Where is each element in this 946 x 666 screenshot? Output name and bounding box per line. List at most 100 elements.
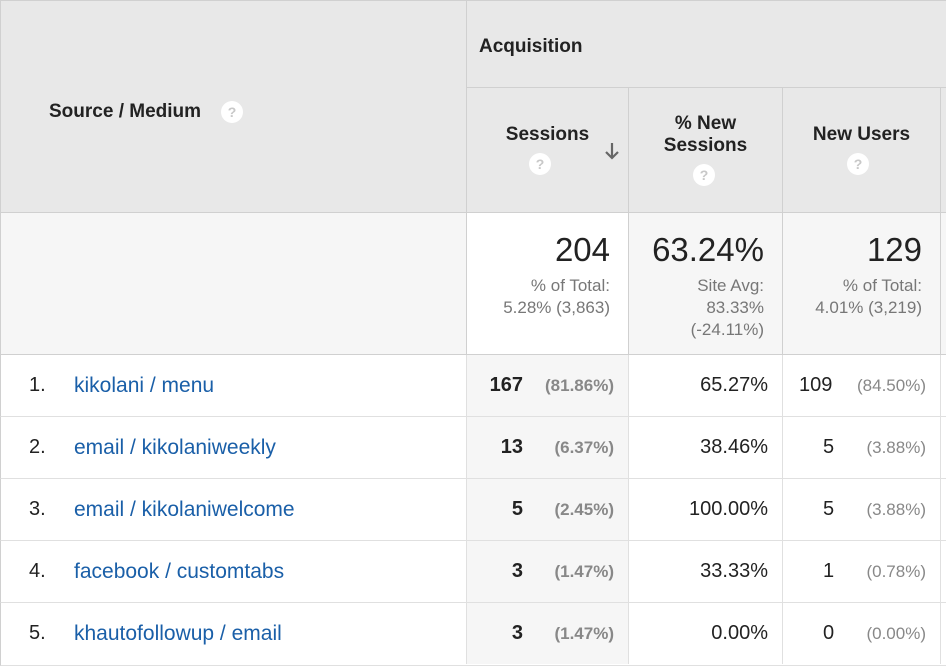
new-sessions-value: 38.46% (700, 436, 768, 458)
row-index: 3. (29, 498, 46, 520)
sessions-value: 3 (511, 622, 523, 644)
help-icon[interactable]: ? (221, 101, 243, 123)
new-users-percent: (84.50%) (857, 376, 926, 395)
new-users-value: 1 (823, 560, 835, 582)
sessions-value: 3 (511, 560, 523, 582)
sessions-percent: (6.37%) (554, 438, 614, 457)
sessions-percent: (1.47%) (554, 562, 614, 581)
row-overflow (941, 479, 946, 540)
sessions-percent: (1.47%) (554, 624, 614, 643)
new-sessions-value: 0.00% (711, 622, 768, 644)
new-users-value: 5 (823, 498, 835, 520)
new-users-cell: 109 (84.50%) (783, 355, 941, 416)
totals-new-users-sub: % of Total: 4.01% (3,219) (815, 275, 922, 319)
source-link[interactable]: kikolani / menu (74, 374, 215, 397)
source-cell: 5. khautofollowup / email (1, 603, 467, 664)
header-new-users[interactable]: New Users ? (783, 88, 941, 213)
source-link[interactable]: khautofollowup / email (74, 622, 282, 645)
new-sessions-label-line2: Sessions (663, 135, 748, 156)
row-index: 4. (29, 560, 46, 582)
sessions-percent: (2.45%) (554, 500, 614, 519)
new-sessions-cell: 0.00% (629, 603, 783, 664)
sessions-cell: 167 (81.86%) (467, 355, 629, 416)
row-index: 2. (29, 436, 46, 458)
totals-new-sessions-line3: (-24.11%) (690, 320, 764, 339)
row-overflow (941, 355, 946, 416)
new-sessions-cell: 100.00% (629, 479, 783, 540)
source-link[interactable]: email / kikolaniwelcome (74, 498, 295, 521)
totals-sessions-value: 204 (554, 231, 610, 268)
totals-new-sessions-line2: 83.33% (706, 298, 764, 317)
table-row: 2. email / kikolaniweekly 13 (6.37%) 38.… (0, 417, 946, 479)
totals-new-users-line2: 4.01% (3,219) (815, 298, 922, 317)
new-sessions-cell: 38.46% (629, 417, 783, 478)
table-row: 1. kikolani / menu 167 (81.86%) 65.27% 1… (0, 355, 946, 417)
row-overflow (941, 603, 946, 664)
row-index: 5. (29, 622, 46, 644)
source-medium-label: Source / Medium (49, 101, 202, 122)
new-users-percent: (0.00%) (866, 624, 926, 643)
source-cell: 2. email / kikolaniweekly (1, 417, 467, 478)
sessions-cell: 3 (1.47%) (467, 541, 629, 602)
totals-new-sessions-value: 63.24% (652, 231, 764, 268)
new-users-cell: 0 (0.00%) (783, 603, 941, 664)
acquisition-label: Acquisition (479, 36, 583, 57)
totals-sessions-line1: % of Total: (530, 276, 610, 295)
totals-new-sessions-sub: Site Avg: 83.33% (-24.11%) (691, 275, 764, 341)
row-index: 1. (29, 374, 46, 396)
table-row: 4. facebook / customtabs 3 (1.47%) 33.33… (0, 541, 946, 603)
source-cell: 4. facebook / customtabs (1, 541, 467, 602)
table-row: 3. email / kikolaniwelcome 5 (2.45%) 100… (0, 479, 946, 541)
header-sessions[interactable]: Sessions ? (467, 88, 629, 213)
new-sessions-value: 33.33% (700, 560, 768, 582)
row-overflow (941, 417, 946, 478)
help-icon[interactable]: ? (847, 153, 869, 175)
new-users-percent: (3.88%) (866, 438, 926, 457)
totals-new-users: 129 % of Total: 4.01% (3,219) (783, 213, 941, 355)
sessions-percent: (81.86%) (545, 376, 614, 395)
new-users-cell: 5 (3.88%) (783, 479, 941, 540)
totals-new-sessions: 63.24% Site Avg: 83.33% (-24.11%) (629, 213, 783, 355)
new-sessions-label-line1: % New (674, 113, 737, 134)
sessions-value: 5 (511, 498, 523, 520)
new-users-cell: 1 (0.78%) (783, 541, 941, 602)
totals-sessions-line2: 5.28% (3,863) (503, 298, 610, 317)
header-acquisition: Acquisition (467, 0, 946, 88)
new-sessions-label: % New Sessions (629, 113, 782, 157)
sessions-cell: 5 (2.45%) (467, 479, 629, 540)
new-sessions-cell: 65.27% (629, 355, 783, 416)
new-users-cell: 5 (3.88%) (783, 417, 941, 478)
new-users-label: New Users (812, 124, 911, 145)
header-overflow (941, 88, 946, 213)
sessions-value: 13 (500, 436, 523, 458)
header-source-medium[interactable]: Source / Medium ? (0, 0, 467, 213)
source-cell: 1. kikolani / menu (1, 355, 467, 416)
help-icon[interactable]: ? (529, 153, 551, 175)
arrow-down-icon[interactable] (603, 140, 621, 162)
source-link[interactable]: email / kikolaniweekly (74, 436, 276, 459)
new-users-value: 109 (799, 374, 833, 396)
new-users-percent: (3.88%) (866, 500, 926, 519)
sessions-value: 167 (489, 374, 523, 396)
new-sessions-cell: 33.33% (629, 541, 783, 602)
new-sessions-value: 100.00% (689, 498, 768, 520)
totals-new-users-line1: % of Total: (842, 276, 922, 295)
sessions-cell: 3 (1.47%) (467, 603, 629, 664)
source-cell: 3. email / kikolaniwelcome (1, 479, 467, 540)
totals-new-users-value: 129 (866, 231, 922, 268)
totals-source (0, 213, 467, 355)
row-overflow (941, 541, 946, 602)
header-new-sessions[interactable]: % New Sessions ? (629, 88, 783, 213)
source-link[interactable]: facebook / customtabs (74, 560, 285, 583)
totals-overflow (941, 213, 946, 355)
help-icon[interactable]: ? (693, 164, 715, 186)
table-row: 5. khautofollowup / email 3 (1.47%) 0.00… (0, 603, 946, 666)
totals-sessions-sub: % of Total: 5.28% (3,863) (503, 275, 610, 319)
sessions-label: Sessions (505, 124, 590, 145)
new-sessions-value: 65.27% (700, 374, 768, 396)
new-users-value: 5 (823, 436, 835, 458)
new-users-value: 0 (823, 622, 835, 644)
new-users-percent: (0.78%) (866, 562, 926, 581)
totals-new-sessions-line1: Site Avg: (697, 276, 764, 295)
